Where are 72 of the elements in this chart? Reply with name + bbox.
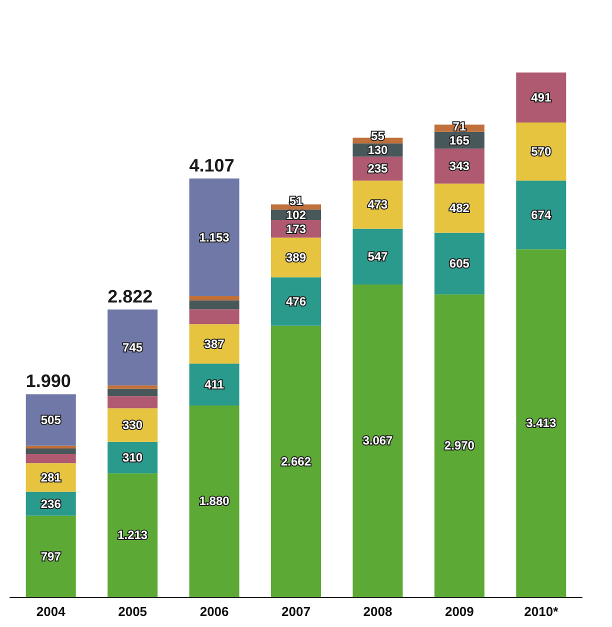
bar: [352, 228, 403, 284]
data-label: 2.970: [444, 438, 475, 453]
bar: [189, 364, 240, 406]
total-label: 2.822: [108, 286, 153, 306]
data-label: 3.067: [362, 434, 394, 448]
data-label: 389: [286, 250, 306, 264]
bar: [434, 184, 484, 233]
data-label: 1.213: [118, 528, 148, 542]
x-tick-label: 2006: [200, 604, 229, 619]
bar: [434, 294, 484, 597]
bar: [516, 180, 566, 250]
data-label: 236: [40, 496, 62, 511]
x-tick-label: 2009: [444, 604, 474, 619]
bar: [189, 300, 240, 310]
data-label: 411: [204, 378, 224, 392]
bar: [26, 448, 76, 454]
bar: [189, 309, 240, 324]
bar: [189, 178, 240, 296]
data-label: 387: [204, 336, 225, 351]
bar: [108, 396, 158, 408]
bar: [108, 385, 158, 389]
data-label: 476: [286, 294, 306, 309]
data-label: 547: [368, 250, 388, 264]
total-label: 4.107: [189, 156, 234, 176]
data-label: 102: [286, 208, 306, 222]
bar: [271, 238, 321, 278]
bar: [271, 326, 321, 597]
data-label: 2.662: [280, 454, 312, 468]
bar: [108, 473, 158, 597]
data-label: 570: [531, 144, 552, 159]
data-label: 310: [122, 450, 143, 465]
bar: [189, 405, 240, 597]
bar: [434, 232, 484, 294]
bar: [271, 277, 321, 326]
bar: [189, 296, 240, 300]
x-tick-label: 2004: [36, 604, 66, 619]
x-tick-label: 2008: [363, 604, 392, 619]
bar: [352, 180, 403, 229]
bar: [516, 249, 566, 597]
data-label: 173: [286, 222, 306, 236]
bar: [516, 72, 566, 122]
data-label: 130: [368, 142, 388, 157]
data-label: 674: [531, 208, 552, 222]
data-label: 1.880: [199, 494, 230, 508]
data-label: 3.413: [526, 416, 556, 430]
data-label: 1.153: [199, 230, 230, 244]
bar: [108, 309, 158, 386]
x-tick-label: 2007: [282, 604, 310, 619]
bar: [108, 388, 158, 396]
bar: [352, 284, 403, 597]
bar: [26, 446, 76, 448]
bar: [26, 394, 76, 446]
data-label: 235: [368, 162, 388, 176]
bar: [516, 122, 566, 181]
data-label: 165: [449, 133, 470, 148]
x-tick-label: 2010*: [524, 604, 560, 619]
data-label: 491: [531, 90, 552, 104]
data-label: 51: [289, 194, 303, 208]
bar: [26, 516, 76, 597]
data-label: 281: [40, 470, 62, 484]
data-label: 797: [40, 549, 62, 564]
bar: [26, 454, 76, 464]
data-label: 330: [122, 418, 143, 432]
data-label: 473: [368, 198, 388, 212]
x-tick-label: 2005: [118, 604, 148, 619]
data-label: 505: [40, 412, 62, 427]
data-label: 605: [449, 256, 470, 271]
bar: [189, 324, 240, 364]
data-label: 343: [449, 159, 470, 174]
total-label: 1.990: [26, 371, 71, 392]
data-label: 745: [122, 340, 143, 354]
data-label: 482: [449, 201, 470, 216]
